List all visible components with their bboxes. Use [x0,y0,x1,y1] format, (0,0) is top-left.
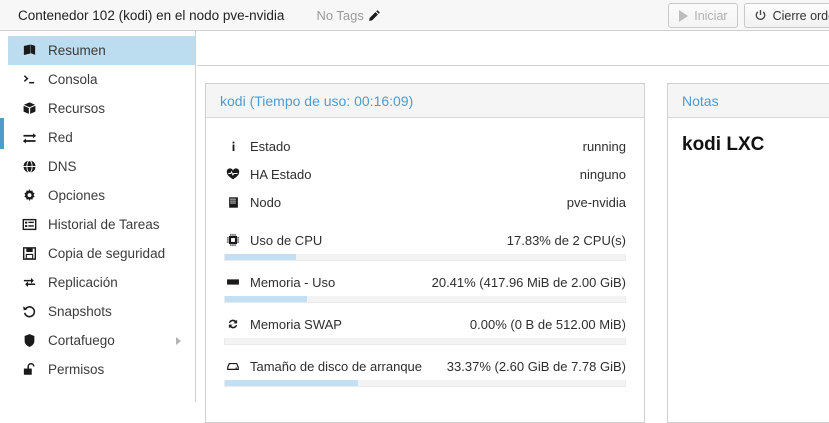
notes-panel-header: Notas [668,84,829,118]
tree-selection-accent [0,118,4,149]
notes-panel-title: Notas [682,92,719,109]
sidebar-item-consola[interactable]: Consola [8,65,195,94]
cpu-icon [224,233,242,247]
gauge-row-disk: Tamaño de disco de arranque 33.37% (2.60… [224,352,626,380]
gauge-row-label: Memoria - Uso [250,274,336,290]
sidebar-item-label: Opciones [48,188,106,203]
status-panel-title: kodi (Tiempo de uso: 00:16:09) [220,92,414,109]
status-row-label: Estado [250,138,291,154]
status-row-label: Nodo [250,194,282,210]
history-icon [20,304,38,319]
status-panel-header: kodi (Tiempo de uso: 00:16:09) [206,84,644,118]
gauge-track-cpu [224,254,626,261]
sidebar-item-red[interactable]: Red [8,123,195,152]
sidebar-item-label: Recursos [48,101,106,116]
tags-editor[interactable]: No Tags [316,8,380,23]
sidebar-item-label: Copia de seguridad [48,246,166,261]
status-row-value: running [582,138,626,154]
sidebar-nav: Resumen Consola Recursos Red [8,31,196,402]
gauge-row-value: 0.00% (0 B de 512.00 MiB) [469,316,626,332]
replicate-icon [20,275,38,290]
window-actions: Iniciar Cierre ordena [668,3,829,28]
notes-panel: Notas kodi LXC [667,83,829,423]
gauge-row-value: 17.83% de 2 CPU(s) [506,232,626,248]
start-button-label: Iniciar [694,8,728,23]
sidebar-item-copia-de-seguridad[interactable]: Copia de seguridad [8,239,195,268]
status-row-value: ninguno [579,166,626,182]
shutdown-button-label: Cierre ordena [772,8,829,23]
swap-icon [224,317,242,331]
content-area: kodi (Tiempo de uso: 00:16:09) Estado ru… [197,31,829,423]
gauge-row-label: Tamaño de disco de arranque [250,358,423,374]
list-icon [20,217,38,232]
sidebar-item-label: Replicación [48,275,118,290]
sidebar-item-label: Consola [48,72,98,87]
gauge-row-value: 20.41% (417.96 MiB de 2.00 GiB) [431,274,626,290]
disk-icon [224,359,242,373]
window-header: Contenedor 102 (kodi) en el nodo pve-nvi… [0,0,829,31]
shield-icon [20,333,38,348]
sidebar-item-opciones[interactable]: Opciones [8,181,195,210]
sidebar-item-label: Snapshots [48,304,112,319]
sidebar-item-label: Cortafuego [48,333,115,348]
power-icon [754,9,767,22]
sidebar-item-permisos[interactable]: Permisos [8,355,195,384]
network-icon [20,130,38,145]
start-button[interactable]: Iniciar [668,3,738,28]
gauge-row-memory: Memoria - Uso 20.41% (417.96 MiB de 2.00… [224,268,626,296]
status-row-label: HA Estado [250,166,312,182]
gauge-row-label: Memoria SWAP [250,316,342,332]
save-icon [20,246,38,261]
status-row-estado: Estado running [224,132,626,160]
content-toolbar [197,31,829,66]
sidebar-item-label: Red [48,130,73,145]
cube-icon [20,101,38,116]
gauge-row-cpu: Uso de CPU 17.83% de 2 CPU(s) [224,226,626,254]
gauge-track-swap [224,338,626,345]
status-row-ha-estado: HA Estado ninguno [224,160,626,188]
gauge-track-disk [224,380,626,387]
tags-label: No Tags [316,7,364,23]
book-icon [20,43,38,58]
status-list: Estado running HA Estado ninguno [206,118,644,387]
heart-icon [224,167,242,181]
sidebar-item-label: Resumen [48,43,106,58]
gauge-fill-disk [225,380,359,386]
sidebar-item-replicacion[interactable]: Replicación [8,268,195,297]
gauge-row-value: 33.37% (2.60 GiB de 7.78 GiB) [446,358,626,374]
sidebar-item-cortafuego[interactable]: Cortafuego [8,326,195,355]
page-title: Contenedor 102 (kodi) en el nodo pve-nvi… [18,7,285,23]
gauge-fill-memory [225,296,307,302]
sidebar-item-dns[interactable]: DNS [8,152,195,181]
status-panel: kodi (Tiempo de uso: 00:16:09) Estado ru… [205,83,645,423]
sidebar-item-label: Historial de Tareas [48,217,160,232]
notes-body[interactable]: kodi LXC [668,118,829,157]
row-spacer [224,216,626,226]
notes-content: kodi LXC [682,134,765,155]
sidebar-item-historial-de-tareas[interactable]: Historial de Tareas [8,210,195,239]
info-icon [224,140,242,153]
status-row-nodo: Nodo pve-nvidia [224,188,626,216]
sidebar-item-label: Permisos [48,362,105,377]
pencil-icon[interactable] [368,9,381,22]
play-icon [679,9,689,22]
shutdown-button[interactable]: Cierre ordena [743,3,829,28]
sidebar-item-snapshots[interactable]: Snapshots [8,297,195,326]
unlock-icon [20,362,38,377]
status-row-value: pve-nvidia [566,194,626,210]
gauge-track-memory [224,296,626,303]
gauge-row-label: Uso de CPU [250,232,323,248]
sidebar-item-resumen[interactable]: Resumen [8,36,195,65]
sidebar-item-recursos[interactable]: Recursos [8,94,195,123]
chevron-right-icon[interactable] [176,336,181,345]
gauge-row-swap: Memoria SWAP 0.00% (0 B de 512.00 MiB) [224,310,626,338]
terminal-icon [20,72,38,87]
globe-icon [20,159,38,174]
server-icon [224,196,242,209]
gear-icon [20,188,38,203]
sidebar-item-label: DNS [48,159,77,174]
gauge-fill-cpu [225,254,297,260]
memory-icon [224,275,242,289]
